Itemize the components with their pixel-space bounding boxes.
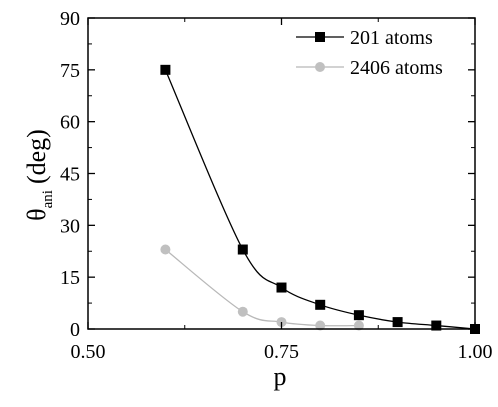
y-tick-label-3: 30 <box>60 215 80 237</box>
series-2-curve <box>164 249 359 327</box>
y-tick-label-5: 60 <box>60 112 80 134</box>
series-1-point-5 <box>353 310 364 321</box>
series-2-point-4 <box>315 320 326 331</box>
series-1 <box>160 64 480 334</box>
series-1-point-3 <box>276 282 287 293</box>
series-1-point-4 <box>315 299 326 310</box>
y-tick-label-4: 45 <box>60 164 80 186</box>
series-2-point-2 <box>237 306 248 317</box>
y-axis-title: θani (deg) <box>22 129 56 221</box>
y-axis-title-subscript: ani <box>40 190 56 208</box>
legend-entry-1: 201 atoms <box>296 27 433 49</box>
legend-marker-1 <box>315 32 325 42</box>
series-1-point-2 <box>237 244 248 255</box>
series-layer <box>160 64 480 334</box>
x-tick-label-2: 0.75 <box>264 341 299 363</box>
x-tick-label-3: 1.00 <box>458 341 493 363</box>
series-1-curve <box>164 69 476 330</box>
x-tick-label-1: 0.50 <box>71 341 106 363</box>
legend-label-1: 201 atoms <box>350 27 433 49</box>
y-axis-title-unit: (deg) <box>22 129 51 184</box>
legend-label-2: 2406 atoms <box>350 57 443 79</box>
series-1-point-6 <box>392 317 403 328</box>
y-tick-label-2: 15 <box>60 267 80 289</box>
series-1-point-7 <box>431 320 442 331</box>
y-axis-title-symbol: θ <box>22 208 51 220</box>
legend-marker-2 <box>315 62 325 72</box>
legend-entry-2: 2406 atoms <box>296 57 443 79</box>
y-tick-label-1: 0 <box>70 319 80 341</box>
series-2-point-1 <box>160 244 171 255</box>
y-tick-label-7: 90 <box>60 8 80 30</box>
axes-layer: 0.50 0.75 1.00 0 15 30 45 60 75 90 <box>60 8 493 363</box>
series-2 <box>160 244 364 331</box>
y-tick-label-6: 75 <box>60 60 80 82</box>
series-2-point-5 <box>353 320 364 331</box>
x-axis-title: p <box>274 362 287 391</box>
legend: 201 atoms 2406 atoms <box>296 27 443 79</box>
svg-text:θani(deg): θani (deg) <box>22 129 56 221</box>
series-1-point-1 <box>160 64 171 75</box>
